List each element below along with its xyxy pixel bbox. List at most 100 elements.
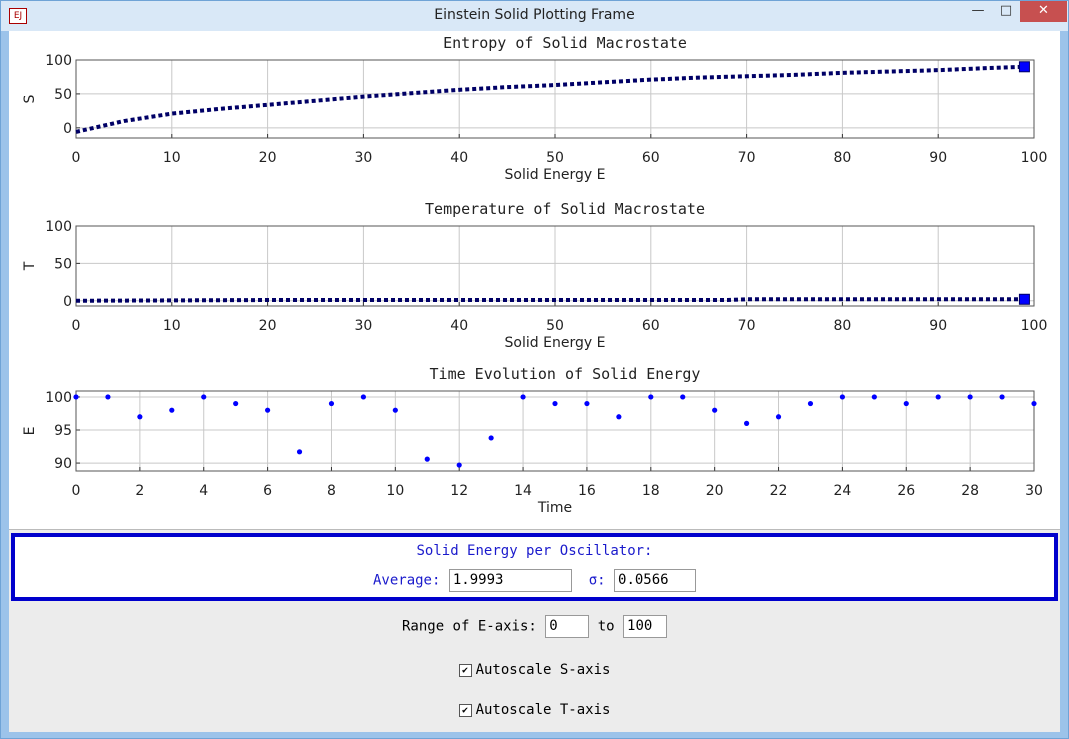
x-tick-label: 80: [833, 318, 851, 334]
x-tick-label: 24: [833, 483, 851, 499]
y-tick-label: 50: [54, 87, 72, 103]
stats-box: Solid Energy per Oscillator: Average: 1.…: [11, 533, 1058, 601]
data-point: [201, 394, 207, 400]
chart-title: Temperature of Solid Macrostate: [425, 200, 705, 218]
x-tick-label: 30: [354, 318, 372, 334]
x-axis-label: Time: [537, 500, 572, 516]
x-tick-label: 10: [163, 318, 181, 334]
range-to-label: to: [597, 618, 615, 635]
app-icon: EJ: [9, 8, 27, 24]
sigma-field[interactable]: 0.0566: [614, 569, 697, 592]
data-point: [1031, 400, 1037, 407]
average-label: Average:: [372, 572, 441, 589]
data-point: [296, 449, 303, 455]
x-tick-label: 70: [738, 318, 756, 334]
data-point: [424, 456, 430, 462]
x-tick-label: 22: [770, 483, 788, 499]
data-point: [73, 394, 79, 400]
x-tick-label: 80: [833, 150, 851, 166]
data-point: [967, 394, 973, 400]
x-tick-label: 26: [897, 483, 915, 499]
plot-frame: [75, 225, 1035, 307]
y-tick-label: 100: [45, 390, 72, 406]
autoscale-s-row[interactable]: ✔ Autoscale S-axis: [9, 662, 1060, 678]
range-from-field[interactable]: 0: [545, 615, 590, 638]
current-point: [1018, 61, 1030, 73]
plot-frame: [75, 59, 1035, 139]
autoscale-s-label[interactable]: Autoscale S-axis: [475, 662, 611, 678]
y-tick-label: 90: [54, 456, 72, 472]
data-point: [648, 394, 654, 400]
sigma-label: σ:: [588, 572, 606, 589]
y-tick-label: 0: [63, 294, 72, 310]
stats-row: Average: 1.9993 σ: 0.0566: [15, 569, 1054, 592]
data-point: [360, 394, 366, 400]
data-point: [169, 407, 175, 413]
y-tick-label: 100: [45, 53, 72, 69]
autoscale-t-label[interactable]: Autoscale T-axis: [475, 702, 611, 718]
x-tick-label: 30: [354, 150, 372, 166]
data-point: [392, 407, 398, 413]
close-button[interactable]: ✕: [1020, 1, 1067, 22]
minimize-button[interactable]: —: [971, 3, 985, 18]
checkbox[interactable]: ✔: [458, 663, 472, 677]
x-tick-label: 90: [929, 150, 947, 166]
data-point: [456, 462, 462, 468]
x-tick-label: 60: [642, 150, 660, 166]
data-point: [775, 414, 782, 420]
average-field[interactable]: 1.9993: [448, 569, 572, 592]
x-tick-label: 60: [642, 318, 660, 334]
range-row: Range of E-axis: 0 to 100: [9, 615, 1060, 638]
data-point: [839, 394, 846, 400]
data-point: [584, 400, 590, 407]
autoscale-t-row[interactable]: ✔ Autoscale T-axis: [9, 702, 1060, 718]
data-point: [488, 435, 494, 441]
x-tick-label: 100: [1021, 150, 1048, 166]
data-point: [552, 400, 558, 407]
data-point: [903, 400, 909, 407]
chart-title: Time Evolution of Solid Energy: [430, 365, 701, 383]
x-tick-label: 0: [72, 318, 81, 334]
y-tick-label: 50: [54, 256, 72, 272]
control-panel: Solid Energy per Oscillator: Average: 1.…: [9, 529, 1060, 732]
x-tick-label: 0: [72, 483, 81, 499]
x-tick-label: 40: [450, 150, 468, 166]
data-point: [935, 394, 941, 400]
plots: Entropy of Solid Macrostate S Solid Energy…: [22, 34, 1048, 516]
data-point: [520, 394, 526, 400]
x-tick-label: 70: [738, 150, 756, 166]
x-tick-label: 0: [72, 150, 81, 166]
x-tick-label: 28: [961, 483, 979, 499]
data-point: [328, 400, 335, 407]
checkbox[interactable]: ✔: [458, 703, 472, 717]
x-tick-label: 30: [1025, 483, 1043, 499]
data-point: [807, 400, 814, 407]
x-tick-label: 20: [706, 483, 724, 499]
y-tick-label: 95: [54, 423, 72, 439]
x-tick-label: 10: [386, 483, 404, 499]
data-point: [712, 407, 718, 413]
range-label: Range of E-axis:: [401, 618, 537, 635]
x-tick-label: 2: [135, 483, 144, 499]
data-point: [744, 420, 750, 426]
content: Entropy of Solid Macrostate S Solid Energy…: [9, 31, 1060, 732]
x-tick-label: 6: [263, 483, 272, 499]
data-point: [871, 394, 877, 400]
stats-heading: Solid Energy per Oscillator:: [416, 543, 653, 559]
data-point: [137, 414, 143, 420]
x-tick-label: 20: [259, 150, 277, 166]
y-tick-label: 0: [63, 121, 72, 137]
x-axis-label: Solid Energy E: [505, 167, 606, 183]
x-tick-label: 12: [450, 483, 468, 499]
data-point: [233, 400, 239, 407]
x-tick-label: 8: [327, 483, 336, 499]
title-bar: EJ Einstein Solid Plotting Frame — □ ✕: [1, 1, 1068, 31]
x-tick-label: 14: [514, 483, 532, 499]
y-axis-label: S: [22, 94, 38, 103]
range-to-field[interactable]: 100: [623, 615, 668, 638]
current-point: [1018, 293, 1030, 305]
data-point: [680, 394, 686, 400]
maximize-button[interactable]: □: [999, 3, 1013, 18]
x-tick-label: 40: [450, 318, 468, 334]
